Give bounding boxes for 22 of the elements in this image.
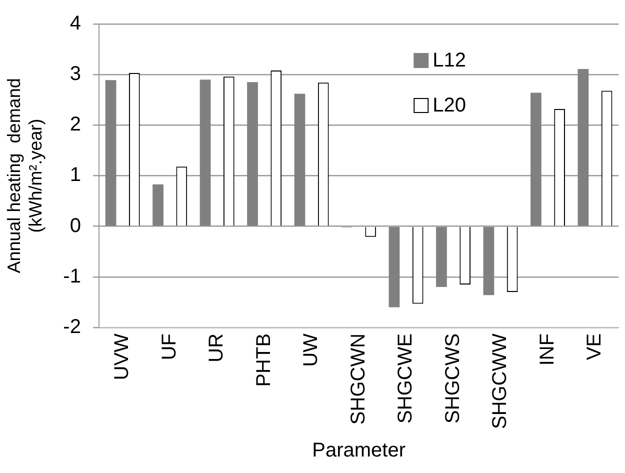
y-tick-label: 2 bbox=[70, 114, 81, 136]
y-tick-label: -1 bbox=[63, 265, 81, 288]
x-tick-label: UF bbox=[158, 333, 180, 360]
x-tick-label: UR bbox=[206, 333, 228, 362]
x-tick-label: INF bbox=[536, 333, 558, 366]
y-tick-label: -2 bbox=[63, 316, 81, 338]
x-tick-label: UW bbox=[300, 333, 322, 367]
legend-label: L20 bbox=[432, 94, 466, 117]
legend-label: L12 bbox=[432, 50, 466, 72]
x-tick-label: VE bbox=[584, 333, 606, 360]
x-axis-title: Parameter bbox=[312, 440, 406, 462]
y-tick-label: 3 bbox=[70, 63, 81, 86]
x-tick-label: PHTB bbox=[252, 333, 275, 387]
y-tick-label: 4 bbox=[70, 12, 81, 35]
x-tick-label: SHGCWW bbox=[489, 333, 512, 430]
x-tick-label: UVW bbox=[111, 333, 134, 380]
y-tick-label: 1 bbox=[70, 164, 81, 186]
x-tick-label: SHGCWS bbox=[442, 333, 464, 424]
y-tick-label: 0 bbox=[70, 214, 81, 237]
y-axis-title: Annual heating demand (kWh/m².year) bbox=[4, 78, 46, 274]
x-tick-label: SHGCWE bbox=[394, 333, 417, 424]
x-tick-label: SHGCWN bbox=[347, 333, 370, 425]
